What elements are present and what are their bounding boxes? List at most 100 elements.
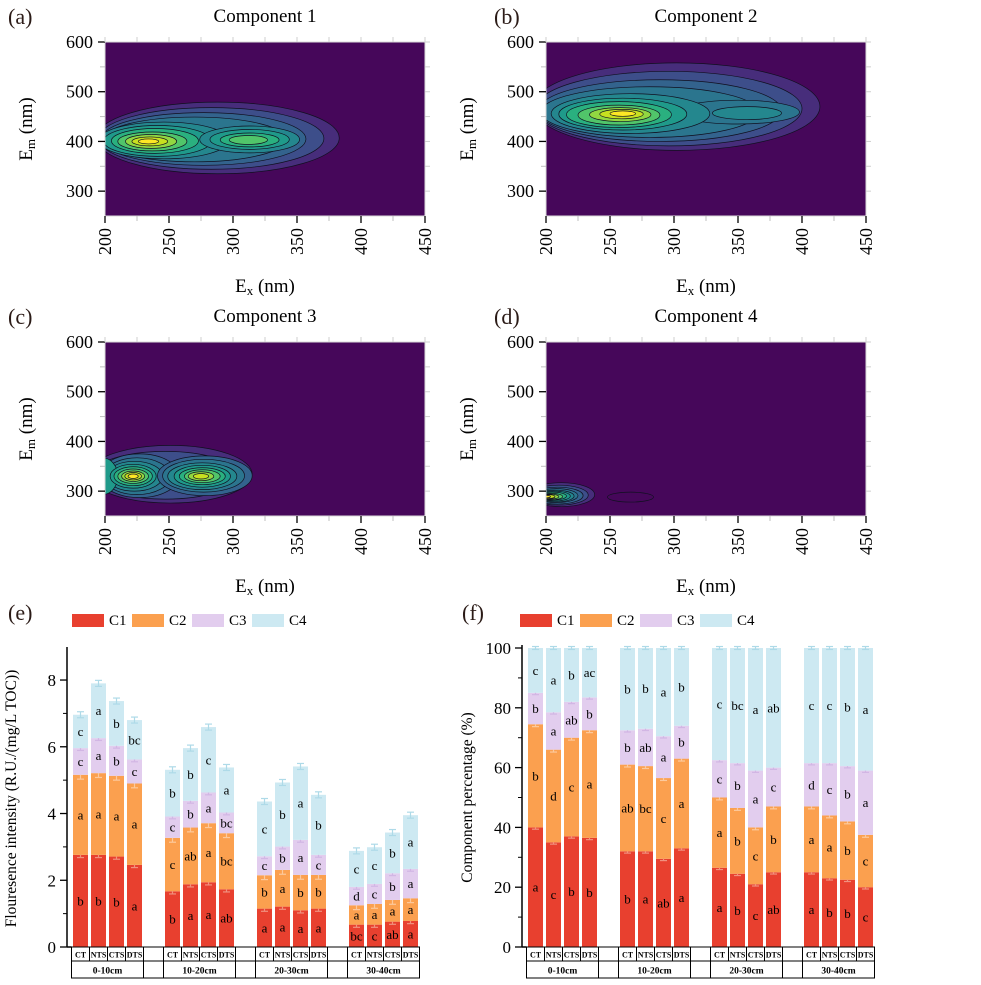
- significance-letter: a: [206, 845, 212, 860]
- bar-segment-c1: [730, 873, 745, 947]
- bar-segment-c1: [311, 908, 326, 947]
- y-tick-label: 400: [66, 131, 93, 151]
- bar-segment-c3: [730, 763, 745, 808]
- significance-letter: c: [316, 857, 322, 872]
- bar-segment-c4: [766, 648, 781, 768]
- x-tick-label: 400: [792, 528, 812, 555]
- significance-letter: a: [863, 702, 869, 717]
- x-tick-label: 250: [600, 528, 620, 555]
- bar-segment-c1: [275, 906, 290, 947]
- bar-segment-c2: [367, 903, 382, 925]
- table-cat-label: NTS: [275, 951, 291, 960]
- significance-letter: a: [298, 921, 304, 936]
- x-tick-label: 350: [728, 228, 748, 255]
- bar-segment-c2: [165, 837, 180, 892]
- bar-segment-c2: [840, 821, 855, 880]
- significance-letter: b: [113, 894, 120, 909]
- x-tick-label: 400: [351, 528, 371, 555]
- significance-letter: a: [78, 807, 84, 822]
- bar-segment-c4: [165, 769, 180, 817]
- eem-plot-area: [105, 342, 425, 516]
- x-axis-label: Ex (nm): [676, 576, 736, 598]
- bar-segment-c2: [822, 815, 837, 879]
- error-bar: [223, 763, 230, 772]
- significance-letter: c: [262, 858, 268, 873]
- bar-segment-c1: [257, 908, 272, 947]
- significance-letter: c: [863, 910, 869, 925]
- bar-segment-c3: [638, 728, 653, 767]
- error-bar: [642, 645, 649, 651]
- significance-letter: a: [408, 926, 414, 941]
- significance-letter: bc: [128, 732, 141, 747]
- significance-letter: b: [734, 833, 741, 848]
- x-tick-label: 450: [415, 228, 435, 255]
- x-tick-label: 400: [792, 228, 812, 255]
- bar-segment-c3: [91, 738, 106, 774]
- significance-letter: b: [279, 807, 286, 822]
- y-tick-label: 600: [507, 332, 534, 352]
- legend-swatch-c1: [72, 614, 104, 627]
- table-cat-label: DTS: [674, 951, 690, 960]
- significance-letter: a: [132, 817, 138, 832]
- eem-title: Component 4: [655, 306, 758, 327]
- error-bar: [279, 778, 286, 787]
- bar-segment-c4: [528, 648, 543, 693]
- significance-letter: b: [187, 767, 194, 782]
- significance-letter: a: [809, 902, 815, 917]
- significance-letter: c: [827, 698, 833, 713]
- panel-tag-e: (e): [8, 600, 33, 625]
- significance-letter: b: [734, 903, 741, 918]
- legend-label-c2: C2: [617, 613, 635, 629]
- bar-segment-c1: [582, 837, 597, 947]
- bar-segment-c1: [564, 836, 579, 947]
- error-bar: [113, 697, 120, 705]
- significance-letter: a: [96, 703, 102, 718]
- y-tick-label: 600: [507, 32, 534, 52]
- bar-segment-c3: [127, 759, 142, 784]
- table-gap-cell: [598, 960, 619, 979]
- table-cat-label: DTS: [858, 951, 874, 960]
- error-bar: [550, 645, 557, 651]
- x-tick-label: 200: [536, 228, 556, 255]
- significance-letter: a: [587, 777, 593, 792]
- y-axis-label: Em (nm): [16, 97, 38, 160]
- table-gap-cell: [782, 946, 803, 962]
- bar-segment-c2: [73, 774, 88, 855]
- bar-segment-c2: [275, 869, 290, 907]
- y-tick-label: 4: [48, 805, 57, 824]
- bar-segment-c2: [656, 778, 671, 859]
- significance-letter: ab: [565, 712, 577, 727]
- bar-segment-c4: [564, 648, 579, 702]
- significance-letter: b: [169, 786, 176, 801]
- bar-segment-c3: [165, 816, 180, 838]
- significance-letter: ac: [584, 665, 596, 680]
- y-tick-label: 2: [48, 871, 57, 890]
- error-bar: [734, 645, 741, 651]
- table-cat-label: CT: [259, 951, 271, 960]
- eem-title: Component 1: [214, 6, 317, 27]
- significance-letter: b: [169, 912, 176, 927]
- x-tick-label: 450: [415, 528, 435, 555]
- bar-segment-c1: [219, 889, 234, 947]
- error-bar: [389, 828, 396, 837]
- significance-letter: a: [661, 750, 667, 765]
- y-tick-label: 20: [494, 878, 511, 897]
- significance-letter: b: [113, 716, 120, 731]
- bar-segment-c2: [528, 724, 543, 828]
- significance-letter: a: [262, 920, 268, 935]
- table-cat-label: CTS: [293, 951, 309, 960]
- eem-background: [546, 342, 866, 516]
- significance-letter: b: [844, 906, 851, 921]
- y-tick-label: 500: [66, 82, 93, 102]
- significance-letter: b: [532, 768, 539, 783]
- y-axis-label: Em (nm): [457, 97, 479, 160]
- bar-segment-c3: [367, 883, 382, 904]
- x-tick-label: 350: [728, 528, 748, 555]
- bar-segment-c4: [91, 683, 106, 739]
- legend-swatch-c1: [520, 614, 552, 627]
- table-gap-cell: [690, 960, 711, 979]
- panel-tag-f: (f): [462, 600, 484, 625]
- significance-letter: bc: [220, 815, 233, 830]
- table-cat-label: NTS: [546, 951, 562, 960]
- significance-letter: b: [77, 893, 84, 908]
